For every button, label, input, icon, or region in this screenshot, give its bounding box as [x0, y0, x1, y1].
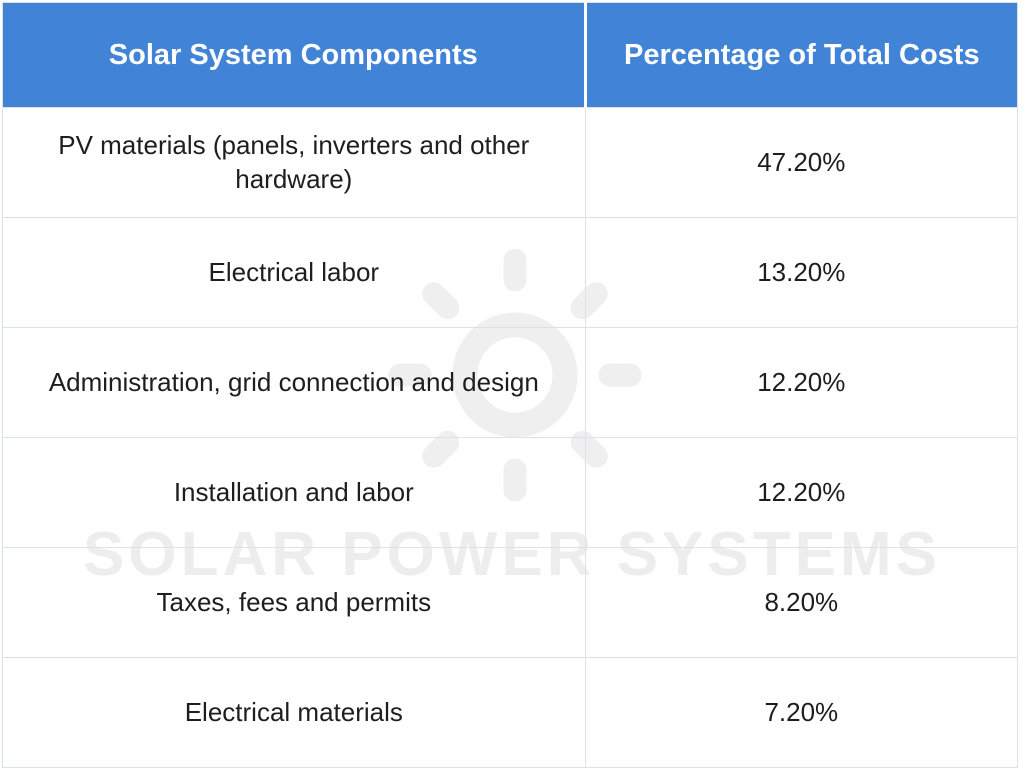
- percent-cell: 8.20%: [584, 547, 1019, 658]
- component-cell: Electrical materials: [2, 657, 586, 768]
- component-cell: Electrical labor: [2, 217, 586, 328]
- component-cell: Installation and labor: [2, 437, 586, 548]
- header-row: Solar System Components Percentage of To…: [2, 2, 1019, 108]
- percent-cell: 12.20%: [584, 437, 1019, 548]
- percent-cell: 47.20%: [584, 107, 1019, 218]
- component-cell: Administration, grid connection and desi…: [2, 327, 586, 438]
- table-row: Taxes, fees and permits 8.20%: [2, 547, 1019, 658]
- table-row: PV materials (panels, inverters and othe…: [2, 107, 1019, 218]
- percent-cell: 7.20%: [584, 657, 1019, 768]
- table-row: Electrical labor 13.20%: [2, 217, 1019, 328]
- table-row: Administration, grid connection and desi…: [2, 327, 1019, 438]
- column-header-percentage: Percentage of Total Costs: [583, 2, 1019, 108]
- percent-cell: 12.20%: [584, 327, 1019, 438]
- column-header-components: Solar System Components: [2, 2, 586, 108]
- table-row: Installation and labor 12.20%: [2, 437, 1019, 548]
- component-cell: PV materials (panels, inverters and othe…: [2, 107, 586, 218]
- table-row: Electrical materials 7.20%: [2, 657, 1019, 768]
- component-cell: Taxes, fees and permits: [2, 547, 586, 658]
- percent-cell: 13.20%: [584, 217, 1019, 328]
